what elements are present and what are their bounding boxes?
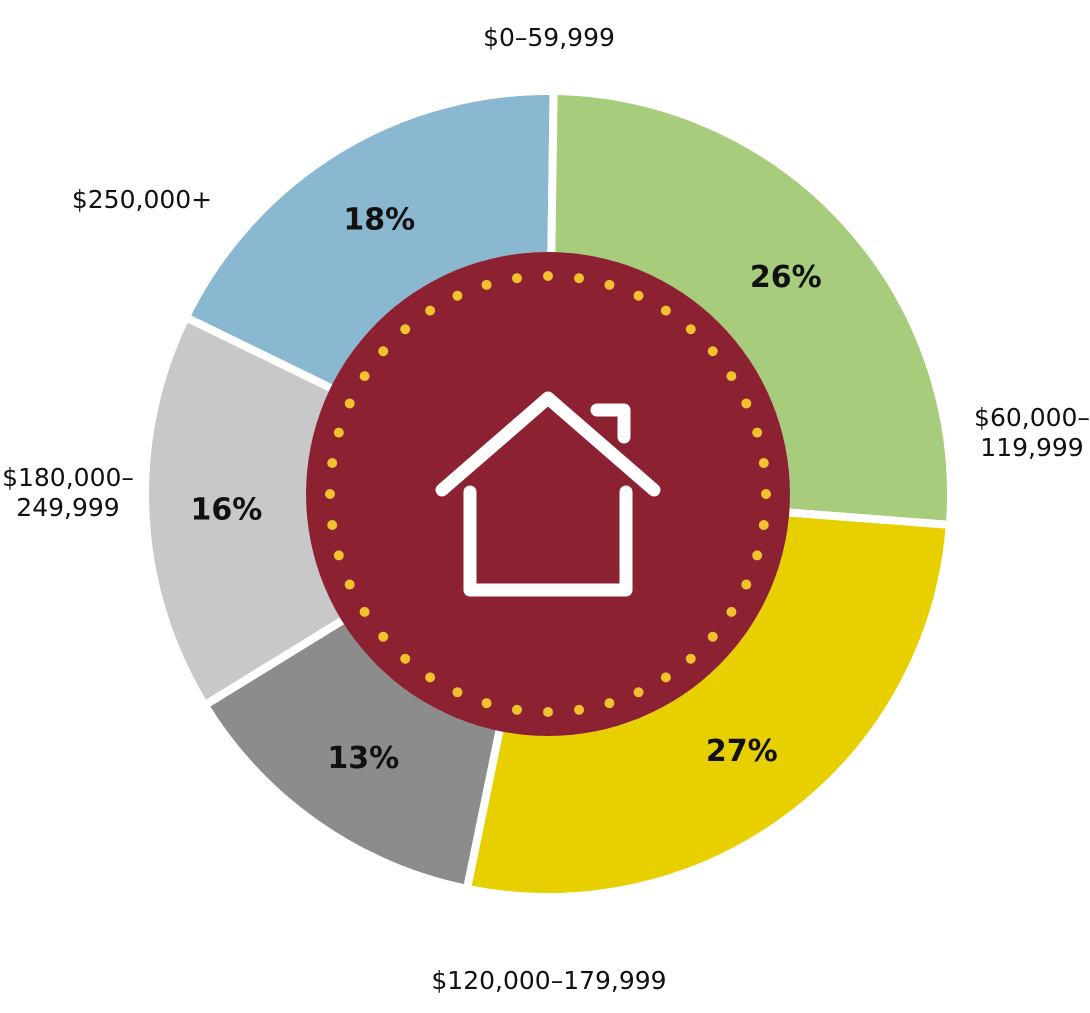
ring-dot bbox=[685, 324, 696, 335]
category-label-0: $0–59,999 bbox=[483, 23, 615, 52]
category-label-4: $250,000+ bbox=[72, 185, 212, 214]
ring-dot bbox=[333, 427, 344, 438]
category-labels: $0–59,999 $60,000– 119,999 $120,000–179,999… bbox=[2, 23, 1090, 995]
donut-slices bbox=[141, 86, 955, 901]
ring-dot bbox=[707, 346, 718, 357]
center-dotted-ring bbox=[325, 271, 771, 717]
ring-dot bbox=[327, 520, 338, 531]
ring-dot bbox=[359, 606, 370, 617]
house-icon bbox=[435, 391, 661, 597]
ring-dot bbox=[543, 707, 553, 717]
ring-dot bbox=[333, 550, 344, 561]
ring-dot bbox=[359, 371, 370, 382]
ring-dot bbox=[327, 457, 338, 468]
percent-label-3: 13% bbox=[327, 741, 399, 776]
category-label-1: $60,000– 119,999 bbox=[974, 403, 1090, 462]
ring-dot bbox=[543, 271, 553, 281]
category-label-2: $120,000–179,999 bbox=[431, 966, 666, 995]
ring-dot bbox=[726, 606, 737, 617]
ring-dot bbox=[752, 427, 763, 438]
ring-dot bbox=[633, 687, 644, 698]
ring-dot bbox=[425, 305, 436, 316]
percent-labels: 18% 26% 27% 13% 16% bbox=[190, 203, 821, 776]
ring-dot bbox=[400, 324, 411, 335]
ring-dot bbox=[761, 489, 771, 499]
ring-dot bbox=[633, 290, 644, 301]
ring-dot bbox=[726, 371, 737, 382]
ring-dot bbox=[741, 579, 752, 590]
ring-dot bbox=[660, 672, 671, 683]
ring-dot bbox=[574, 704, 585, 715]
ring-dot bbox=[452, 290, 463, 301]
ring-dot bbox=[685, 653, 696, 664]
percent-label-0: 18% bbox=[343, 203, 415, 238]
category-label-3: $180,000– 249,999 bbox=[2, 463, 134, 522]
center-disc bbox=[306, 252, 790, 736]
percent-label-2: 27% bbox=[706, 734, 778, 769]
ring-dot bbox=[400, 653, 411, 664]
percent-label-4: 16% bbox=[190, 493, 262, 528]
ring-dot bbox=[452, 687, 463, 698]
ring-dot bbox=[752, 550, 763, 561]
ring-dot bbox=[481, 279, 492, 290]
center-badge bbox=[306, 252, 790, 736]
ring-dot bbox=[758, 520, 769, 531]
ring-dot bbox=[604, 279, 615, 290]
ring-dot bbox=[511, 704, 522, 715]
ring-dot bbox=[707, 631, 718, 642]
ring-dot bbox=[758, 457, 769, 468]
ring-dot bbox=[741, 398, 752, 409]
ring-dot bbox=[660, 305, 671, 316]
percent-label-1: 26% bbox=[750, 260, 822, 295]
ring-dot bbox=[344, 579, 355, 590]
ring-dot bbox=[574, 273, 585, 284]
ring-dot bbox=[378, 346, 389, 357]
ring-dot bbox=[511, 273, 522, 284]
ring-dot bbox=[481, 698, 492, 709]
ring-dot bbox=[344, 398, 355, 409]
ring-dot bbox=[604, 698, 615, 709]
ring-dot bbox=[378, 631, 389, 642]
ring-dot bbox=[425, 672, 436, 683]
ring-dot bbox=[325, 489, 335, 499]
